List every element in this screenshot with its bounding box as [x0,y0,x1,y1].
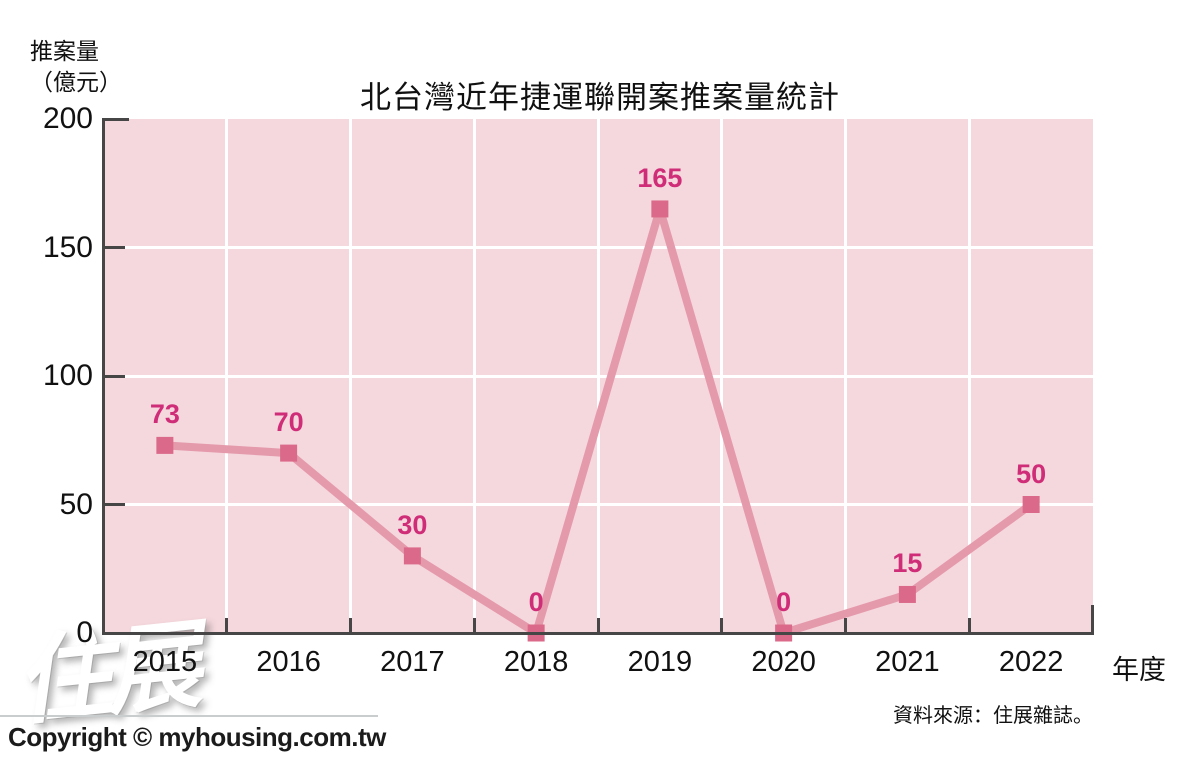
chart-title: 北台灣近年捷運聯開案推案量統計 [360,80,840,115]
x-tick [225,618,229,633]
y-axis-title-line1: 推案量 [30,38,99,64]
y-tick-label: 200 [42,102,93,135]
x-tick [720,618,724,633]
y-tick-label: 0 [76,616,93,649]
copyright-text: Copyright © myhousing.com.tw [8,722,386,752]
x-tick [967,618,971,633]
y-tick [103,246,125,249]
h-gridline [103,374,1093,378]
y-tick-label: 150 [42,230,93,264]
x-tick-label: 2021 [875,646,940,678]
x-tick-label: 2020 [751,646,816,678]
h-gridline [103,503,1093,506]
x-axis-end-tick [1090,605,1094,633]
y-tick-label: 50 [59,487,93,521]
y-tick [103,374,125,378]
x-tick-label: 2018 [503,646,569,678]
x-tick [596,618,600,633]
x-axis-title: 年度 [1112,655,1166,685]
x-tick-label: 2016 [256,646,321,678]
data-label: 165 [637,162,683,193]
y-axis-top-cap [103,117,129,121]
h-gridline [103,246,1093,249]
data-label: 0 [528,587,544,617]
data-label: 50 [1016,458,1047,489]
source-note: 資料來源：住展雜誌。 [893,705,1093,727]
x-axis-line [101,631,1094,635]
x-tick [349,618,352,633]
data-label: 30 [397,509,428,540]
data-label: 70 [273,407,304,438]
data-label: 15 [892,548,923,579]
y-axis-title: 推案量 （億元） [30,36,122,98]
y-axis-title-line2: （億元） [30,69,122,95]
x-tick-label: 2022 [998,646,1064,678]
y-tick [103,503,125,506]
x-tick-label: 2015 [132,646,198,678]
data-label: 0 [776,587,792,617]
x-tick [844,618,847,633]
data-label: 73 [149,399,180,430]
x-tick-label: 2019 [627,646,693,678]
y-tick-label: 100 [42,359,93,392]
footer-divider [0,715,378,717]
x-tick [472,618,476,633]
x-tick-label: 2017 [380,646,445,678]
